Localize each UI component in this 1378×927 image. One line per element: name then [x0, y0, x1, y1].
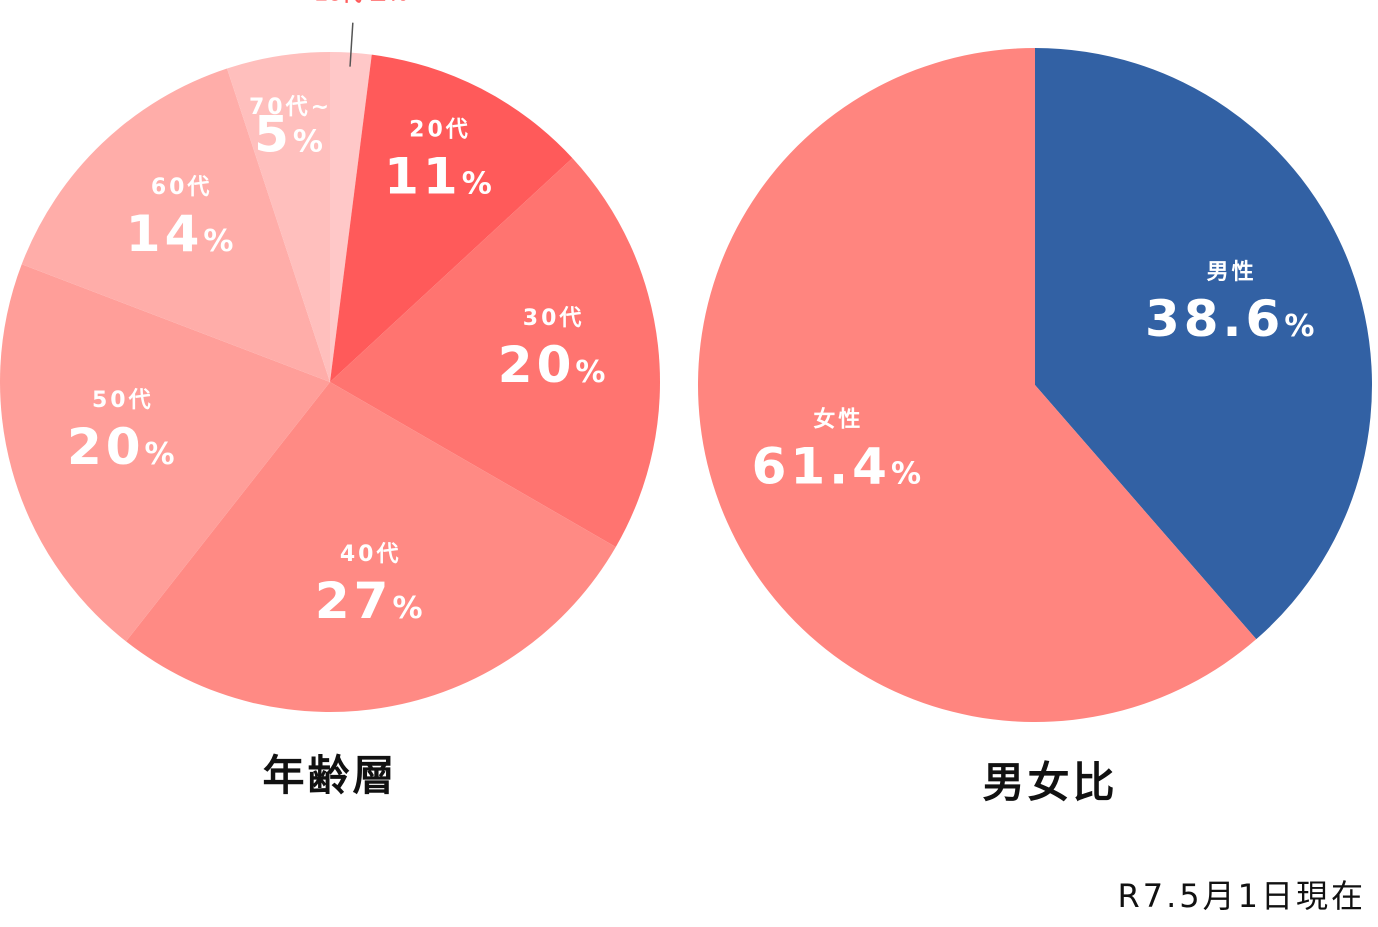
age-value-2: 20%: [498, 336, 610, 394]
gender-slice-0: [1035, 48, 1372, 640]
age-value-3: 27%: [315, 572, 427, 630]
gender-label-0: 男性: [1207, 260, 1257, 285]
date-note: R7.5月1日現在: [1117, 877, 1366, 915]
age-label-1: 20代: [409, 117, 471, 142]
gender-value-1: 61.4%: [752, 437, 925, 495]
gender-pie-chart: 男性 38.6% 女性 61.4%: [697, 48, 1372, 722]
gender-value-0: 38.6%: [1145, 290, 1318, 348]
age-callout-label-0: 10代 2%: [314, 0, 408, 8]
age-value-5: 14%: [126, 205, 238, 263]
gender-slice-1: [697, 48, 1257, 722]
age-slice-5: [21, 68, 330, 382]
age-slice-1: [330, 54, 573, 383]
age-label-4: 50代: [92, 388, 154, 413]
age-value-1: 11%: [384, 147, 496, 205]
age-slice-6: [227, 52, 330, 382]
age-slice-0: [330, 51, 372, 382]
gender-chart-title: 男女比: [982, 758, 1117, 807]
age-slice-2: [330, 158, 661, 547]
age-label-6: 70代~: [249, 95, 332, 120]
age-pie-chart: 10代 2% 20代 11% 30代 20% 40代 27% 50代 20% 60代 14% 70代~…: [0, 0, 661, 713]
age-value-6: 5%: [254, 105, 327, 163]
age-value-4: 20%: [67, 418, 179, 476]
age-label-2: 30代: [523, 306, 585, 331]
gender-label-1: 女性: [813, 406, 863, 432]
age-label-3: 40代: [340, 542, 402, 567]
age-slice-3: [126, 382, 616, 713]
age-slice-4: [0, 264, 330, 642]
age-callout-line-0: [349, 22, 354, 67]
age-label-5: 60代: [151, 175, 213, 200]
age-chart-title: 年齢層: [262, 751, 397, 800]
